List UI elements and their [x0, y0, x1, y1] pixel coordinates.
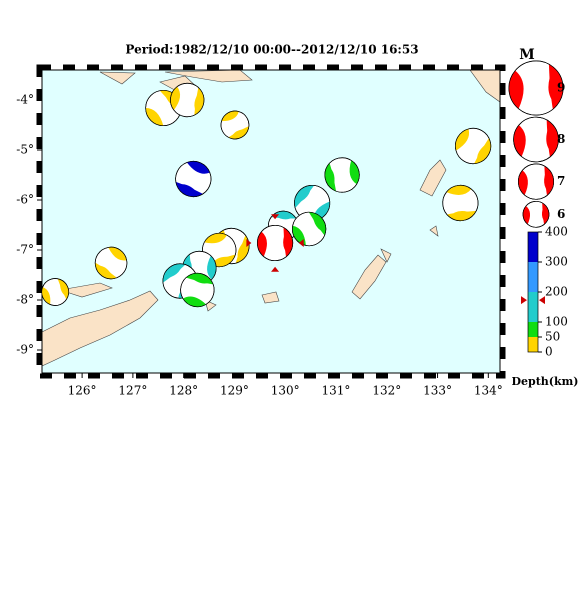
y-tick-label: -9° — [16, 343, 34, 357]
x-tick-label: 127° — [118, 384, 147, 398]
y-tick-label: -5° — [16, 143, 34, 157]
selected-focal-mechanism — [257, 224, 294, 262]
mag-legend-ball — [508, 60, 564, 116]
beachball-outline — [94, 246, 128, 280]
colorbar-segment — [528, 292, 538, 322]
depth-marker — [539, 296, 545, 305]
beachball-lobe — [548, 64, 564, 110]
mag-legend-ball — [522, 200, 550, 228]
x-tick-label: 128° — [169, 384, 198, 398]
colorbar-tick-label: 200 — [545, 285, 568, 299]
colorbar-tick-label: 0 — [545, 345, 553, 359]
colorbar-segment — [528, 337, 538, 352]
depth-label: Depth(km) — [512, 375, 579, 388]
focal-mechanism — [41, 278, 70, 306]
x-tick-label: 134° — [474, 384, 503, 398]
selected-marker — [271, 214, 280, 220]
focal-mechanism — [294, 184, 331, 222]
focal-mechanism — [324, 157, 360, 193]
beachball-outline — [517, 163, 555, 200]
x-tick-label: 132° — [372, 384, 401, 398]
beachball-outline — [257, 224, 294, 262]
focal-mechanism — [180, 272, 215, 308]
beachball-outline — [170, 82, 205, 118]
x-tick-label: 126° — [68, 384, 97, 398]
title: Period:1982/12/10 00:00--2012/12/10 16:5… — [125, 43, 418, 57]
x-tick-label: 129° — [220, 384, 249, 398]
beachball-outline — [41, 278, 70, 306]
colorbar-segment — [528, 262, 538, 292]
beachball-outline — [324, 157, 360, 193]
mag-legend-title: M — [519, 47, 535, 63]
y-tick-label: -4° — [16, 93, 34, 107]
x-tick-label: 131° — [322, 384, 351, 398]
beachball-outline — [522, 200, 550, 228]
colorbar-tick-label: 50 — [545, 330, 560, 344]
beachball-outline — [513, 116, 559, 163]
beachball-outline — [291, 211, 327, 247]
beachball-outline — [455, 127, 492, 165]
frame — [41, 69, 501, 374]
mag-legend-label: 6 — [557, 207, 565, 221]
colorbar-tick-label: 100 — [545, 315, 568, 329]
beachball-lobe — [257, 229, 293, 257]
focal-mechanism — [455, 127, 492, 165]
mag-legend-label: 9 — [557, 81, 565, 95]
beachball-outline — [508, 60, 564, 116]
beachball-outline — [175, 160, 212, 198]
focal-mechanism — [442, 184, 479, 222]
selected-marker — [298, 239, 304, 247]
y-tick-label: -6° — [16, 193, 34, 207]
colorbar-segment — [528, 322, 538, 337]
beachball-outline — [180, 272, 215, 308]
selected-marker — [271, 266, 280, 272]
focal-mechanism — [175, 160, 212, 198]
mag-legend-ball — [517, 163, 555, 200]
depth-marker — [521, 296, 527, 305]
focal-mechanism — [94, 246, 128, 280]
beachball-lobe — [544, 166, 554, 196]
mag-legend-label: 8 — [557, 132, 565, 146]
focal-mechanism — [291, 211, 327, 247]
colorbar-segment — [528, 232, 538, 262]
x-tick-label: 133° — [423, 384, 452, 398]
colorbar-tick-label: 400 — [545, 225, 568, 239]
selected-marker — [246, 239, 252, 247]
beachball-outline — [442, 184, 479, 222]
y-tick-label: -8° — [16, 293, 34, 307]
beachball-lobe — [546, 119, 559, 158]
focal-mechanism — [170, 82, 205, 118]
x-tick-label: 130° — [271, 384, 300, 398]
beachball-lobe — [283, 227, 293, 257]
mag-legend-ball — [513, 116, 559, 163]
focal-mechanism — [220, 110, 250, 140]
mag-legend-label: 7 — [557, 174, 565, 188]
beachball-outline — [220, 110, 250, 140]
y-tick-label: -7° — [16, 243, 34, 257]
colorbar-tick-label: 300 — [545, 255, 568, 269]
